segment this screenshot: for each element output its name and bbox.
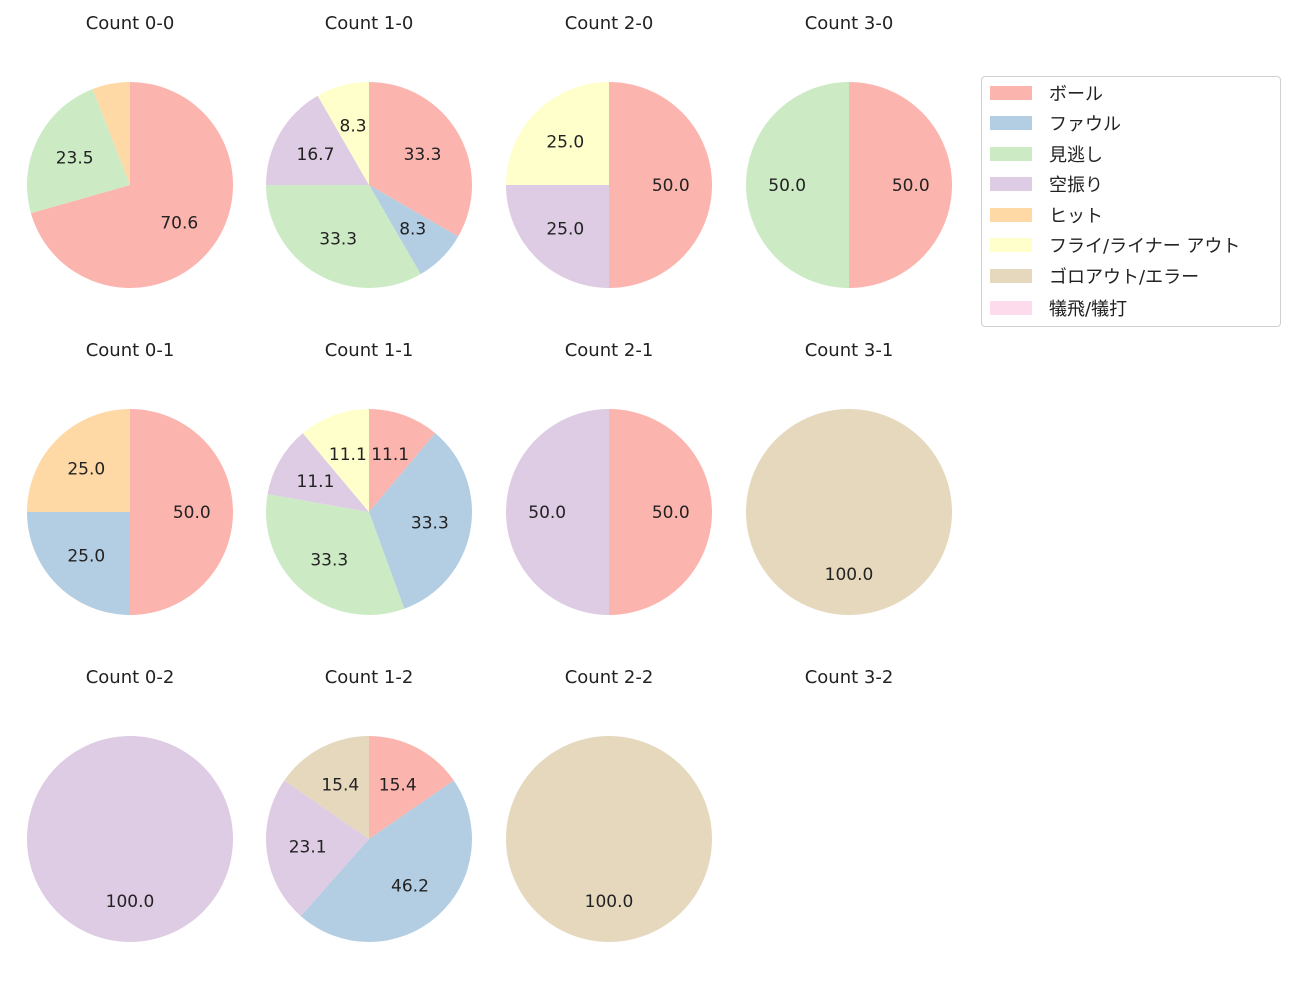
pie-slice [746,409,952,615]
pie-data-label: 46.2 [391,876,429,896]
pie-slice [317,82,369,185]
pie-data-label: 33.3 [404,145,442,165]
legend-swatch [990,147,1032,161]
legend-swatch [990,238,1032,252]
pie-data-label: 15.4 [379,775,417,795]
pie-title: Count 2-0 [565,13,654,34]
pie-data-label: 8.3 [399,220,426,240]
pie-slice [92,82,130,185]
pie-data-label: 11.1 [297,472,335,492]
pie-slice [267,433,369,512]
pie-slice [369,185,459,275]
pie-slice [506,82,609,185]
pie-slice [609,409,712,615]
pie-slice [369,409,436,512]
legend-item: ボール [990,83,1103,105]
pie-slice [302,409,369,512]
legend-swatch [990,208,1032,222]
legend-label: 空振り [1049,175,1103,196]
pie-title: Count 0-2 [86,667,175,688]
pie-slice [849,82,952,288]
pie-slice [746,82,849,288]
pie-title: Count 1-0 [325,13,414,34]
pie-data-label: 70.6 [160,213,198,233]
legend-swatch [990,86,1032,100]
pie-slice [27,409,130,512]
pie-title: Count 3-1 [805,340,894,361]
pie-data-label: 11.1 [371,445,409,465]
pie-slice [506,409,609,615]
pie-slice [27,512,130,615]
pie-slice [266,780,369,917]
pie-slice [369,736,454,839]
pie-data-label: 11.1 [329,445,367,465]
legend-item: ファウル [990,113,1121,135]
legend-swatch [990,269,1032,283]
legend-item: ヒット [990,205,1103,227]
legend-label: フライ/ライナー アウト [1049,236,1241,257]
pie-slice [130,409,233,615]
pie-title: Count 0-0 [86,13,175,34]
pie-slice [27,736,233,942]
legend-swatch [990,301,1032,315]
pie-data-label: 50.0 [652,503,690,523]
pie-data-label: 23.5 [56,148,94,168]
pie-title: Count 1-1 [325,340,414,361]
legend-label: ボール [1049,84,1103,105]
pie-title: Count 0-1 [86,340,175,361]
pie-data-label: 50.0 [652,176,690,196]
pie-title: Count 1-2 [325,667,414,688]
pie-data-label: 23.1 [289,837,327,857]
legend-item: 見逃し [990,144,1103,166]
pie-data-label: 33.3 [319,230,357,250]
pie-data-label: 8.3 [340,116,367,136]
legend-item: 空振り [990,174,1103,196]
pie-slice [27,88,131,214]
pie-title: Count 2-1 [565,340,654,361]
pie-title: Count 3-2 [805,667,894,688]
pie-data-label: 25.0 [67,459,105,479]
pie-slice [284,736,369,839]
pie-data-label: 25.0 [67,547,105,567]
pie-title: Count 3-0 [805,13,894,34]
pie-slice [300,780,473,942]
pie-data-label: 33.3 [411,514,449,534]
pie-data-label: 50.0 [528,503,566,523]
pie-data-label: 100.0 [825,565,874,585]
legend-label: ファウル [1049,114,1121,135]
pie-data-label: 15.4 [321,775,359,795]
legend-swatch [990,177,1032,191]
pie-slice [30,82,234,288]
pie-title: Count 2-2 [565,667,654,688]
legend-swatch [990,116,1032,130]
legend-label: ヒット [1049,206,1103,227]
legend-item: フライ/ライナー アウト [990,235,1241,257]
pie-slice [369,82,472,237]
pie-slice [506,185,609,288]
pie-slice [609,82,712,288]
pie-data-label: 100.0 [106,892,155,912]
pie-slice [266,95,369,186]
pie-data-label: 16.7 [297,145,335,165]
pie-slice [265,494,405,616]
pie-data-label: 25.0 [546,132,584,152]
pie-data-label: 100.0 [585,892,634,912]
pie-data-label: 33.3 [310,550,348,570]
legend-item: ゴロアウト/エラー [990,266,1200,288]
legend-label: 犠飛/犠打 [1049,299,1128,320]
pie-data-label: 50.0 [173,503,211,523]
pie-slice [506,736,712,942]
legend-label: ゴロアウト/エラー [1049,267,1200,288]
pie-slice [369,433,472,609]
legend: ボール ファウル 見逃し 空振り ヒット フライ/ライナー アウト ゴロアウト/… [981,76,1281,327]
pie-data-label: 50.0 [768,176,806,196]
pie-data-label: 25.0 [546,220,584,240]
pie-data-label: 50.0 [892,176,930,196]
legend-item: 犠飛/犠打 [990,298,1128,320]
legend-label: 見逃し [1049,145,1103,166]
pie-slice [266,185,421,289]
